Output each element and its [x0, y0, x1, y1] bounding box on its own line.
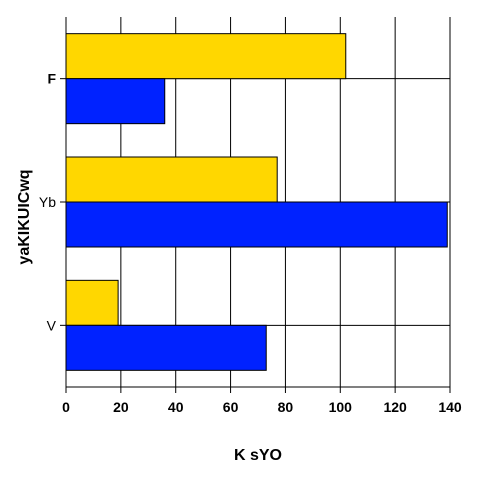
x-tick-label-100: 100	[329, 399, 353, 415]
y-tick-label-2: V	[47, 317, 57, 333]
x-tick-label-20: 20	[113, 399, 129, 415]
bar-series0-Yb	[65, 156, 278, 203]
x-tick-label-40: 40	[168, 399, 184, 415]
x-tick-label-0: 0	[62, 399, 70, 415]
x-axis-ticks: 0 20 40 60 80 100 120 140	[62, 387, 462, 415]
bar-series1-V	[65, 324, 267, 371]
x-axis-title: K sYO	[234, 447, 282, 464]
x-tick-label-60: 60	[223, 399, 239, 415]
y-axis-ticks: F Yb V	[39, 71, 66, 333]
x-tick-label-80: 80	[278, 399, 294, 415]
bar-series0-F	[65, 33, 347, 80]
bar-series0-V	[65, 279, 119, 326]
y-tick-label-1: Yb	[39, 194, 56, 210]
x-tick-label-120: 120	[383, 399, 407, 415]
bar-series1-F	[65, 78, 166, 125]
x-tick-label-140: 140	[438, 399, 462, 415]
bar-series1-Yb	[65, 201, 448, 248]
y-tick-label-0: F	[47, 71, 56, 87]
bars	[65, 33, 448, 371]
y-axis-title: yaKIKUICwq	[16, 169, 33, 264]
